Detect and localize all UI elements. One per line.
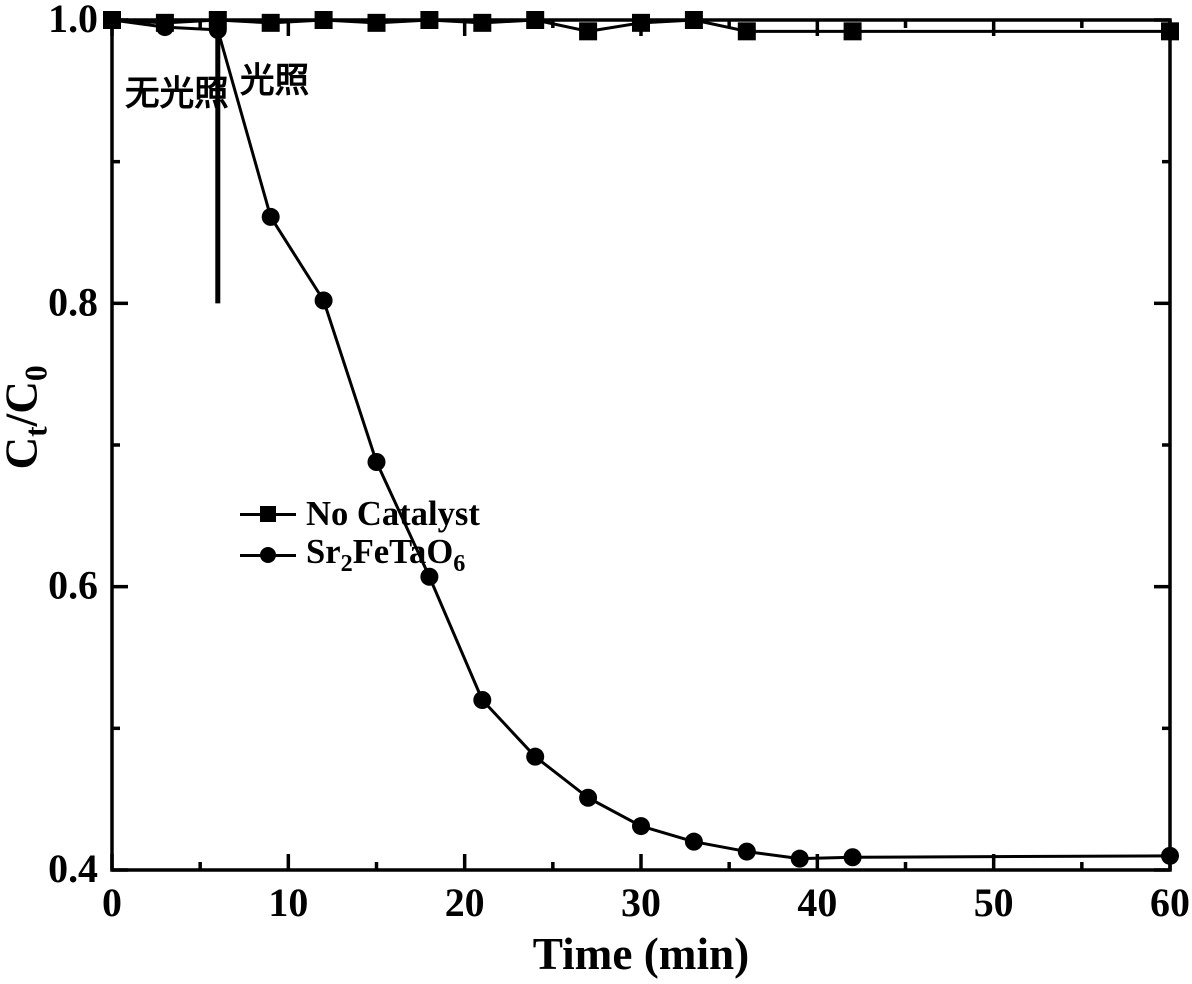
x-tick-label: 50 — [974, 880, 1014, 925]
x-tick-label: 40 — [797, 880, 837, 925]
marker-circle — [473, 691, 491, 709]
circle-icon — [260, 547, 276, 563]
chart-container: 0 10 20 30 40 50 60 0.4 0.6 0.8 1.0 Ct/C0 Time (mi… — [0, 0, 1192, 984]
y-axis-label: Ct/C0 — [0, 430, 55, 470]
marker-square — [1161, 22, 1179, 40]
y-tick-label: 0.8 — [48, 279, 98, 324]
x-axis-label: Time (min) — [511, 928, 771, 980]
x-tick-label: 30 — [621, 880, 661, 925]
legend-item: Sr2FeTaO6 — [240, 533, 480, 578]
x-tick-label: 0 — [102, 880, 122, 925]
chart-plot: 0 10 20 30 40 50 60 0.4 0.6 0.8 1.0 — [0, 0, 1192, 984]
marker-circle — [315, 292, 333, 310]
legend-label: Sr2FeTaO6 — [306, 533, 465, 578]
marker-circle — [791, 850, 809, 868]
marker-circle — [738, 843, 756, 861]
marker-square — [262, 14, 280, 32]
plot-frame — [112, 20, 1170, 870]
marker-square — [473, 14, 491, 32]
y-tick-label: 1.0 — [48, 0, 98, 41]
marker-square — [685, 11, 703, 29]
square-icon — [260, 506, 276, 522]
marker-square — [420, 11, 438, 29]
x-tick-label: 20 — [445, 880, 485, 925]
y-tick-label: 0.6 — [48, 563, 98, 608]
marker-circle — [844, 848, 862, 866]
marker-square — [315, 11, 333, 29]
series-sr2fetao6 — [103, 11, 1179, 868]
legend-label: No Catalyst — [306, 495, 480, 533]
marker-circle — [156, 18, 174, 36]
marker-circle — [579, 789, 597, 807]
marker-circle — [1161, 847, 1179, 865]
marker-circle — [685, 833, 703, 851]
marker-square — [579, 22, 597, 40]
marker-circle — [526, 748, 544, 766]
legend-line — [240, 513, 296, 516]
y-tick-label: 0.4 — [48, 846, 98, 891]
legend: No CatalystSr2FeTaO6 — [240, 495, 480, 578]
marker-circle — [209, 21, 227, 39]
marker-circle — [262, 208, 280, 226]
legend-item: No Catalyst — [240, 495, 480, 533]
marker-circle — [103, 11, 121, 29]
marker-square — [844, 22, 862, 40]
x-tick-label: 10 — [268, 880, 308, 925]
marker-square — [368, 14, 386, 32]
legend-line — [240, 554, 296, 557]
marker-circle — [368, 453, 386, 471]
marker-circle — [632, 817, 650, 835]
x-tick-label: 60 — [1150, 880, 1190, 925]
marker-square — [632, 14, 650, 32]
marker-square — [738, 22, 756, 40]
marker-square — [526, 11, 544, 29]
annotation-no-light: 无光照 — [125, 65, 229, 115]
annotation-light: 光照 — [240, 52, 309, 102]
